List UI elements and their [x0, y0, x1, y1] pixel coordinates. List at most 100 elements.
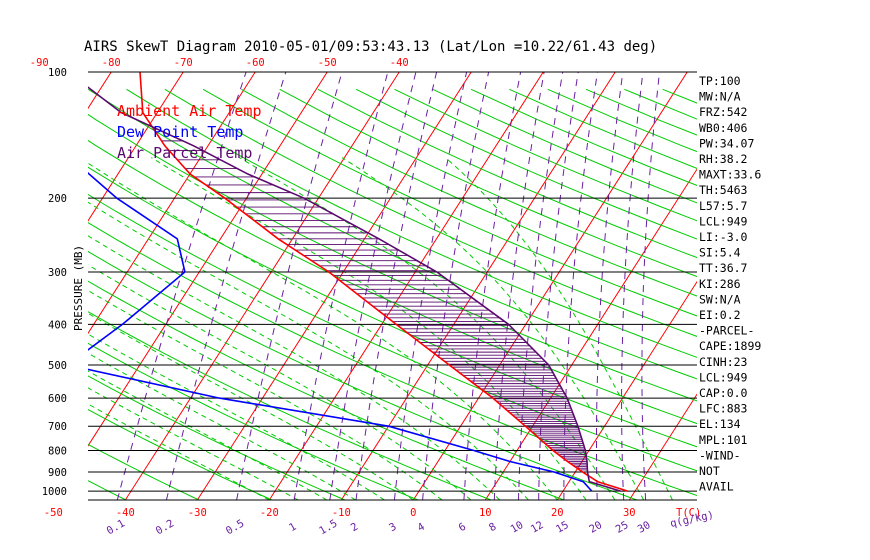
pressure-tick-label: 700 — [48, 421, 67, 433]
mixing-ratio-tick-label: 2 — [349, 521, 360, 535]
isotherm-line — [88, 72, 328, 447]
stability-index-item: EL:134 — [699, 417, 741, 431]
stability-index-item: CAP:0.0 — [699, 386, 748, 400]
mixing-ratio-line — [538, 72, 579, 500]
stability-index-item: MW:N/A — [699, 90, 741, 104]
dry-adiabat-line — [126, 88, 697, 358]
chart-title: AIRS SkewT Diagram 2010-05-01/09:53:43.1… — [84, 39, 657, 55]
dry-adiabat-line — [88, 139, 697, 425]
stability-index-item: LCL:949 — [699, 370, 748, 384]
top-axis-tick-label: -80 — [102, 57, 121, 69]
pressure-tick-label: 100 — [48, 67, 67, 79]
dry-adiabat-line — [88, 311, 492, 500]
isotherm-line — [88, 72, 256, 335]
bottom-axis-tick-label: 20 — [551, 507, 564, 519]
top-axis-tick-label: -40 — [390, 57, 409, 69]
stability-index-item: WB0:406 — [699, 121, 748, 135]
isotherm-line — [124, 72, 400, 500]
mixing-ratio-line — [355, 72, 438, 500]
bottom-axis-tick-label: -30 — [188, 507, 207, 519]
mixing-ratio-line — [493, 72, 545, 500]
pressure-lines — [88, 197, 697, 492]
dry-adiabat-line — [164, 88, 697, 337]
mixing-ratio-tick-label: 1 — [287, 521, 298, 535]
mixing-ratio-tick-label: 4 — [415, 521, 426, 535]
mixing-ratio-tick-label: 12 — [529, 519, 546, 536]
isotherm-line — [340, 72, 616, 500]
stability-index-item: PW:34.07 — [699, 136, 754, 150]
bottom-axis-tick-label: -40 — [116, 507, 135, 519]
dry-adiabat-line — [241, 88, 697, 297]
stability-index-item: TP:100 — [699, 74, 741, 88]
top-axis-tick-label: -70 — [174, 57, 193, 69]
bottom-axis-tick-label: 0 — [410, 507, 416, 519]
mixing-ratio-line — [116, 72, 247, 500]
dry-adiabat-line — [279, 88, 697, 278]
isotherm-line — [268, 72, 544, 500]
legend-air-parcel-temp: Air Parcel Temp — [117, 144, 252, 162]
bottom-axis-ticks: -50 -40 -30 -20 -10 0 10 20 30 T(C) — [44, 507, 701, 519]
mixing-ratio-tick-label: 8 — [487, 521, 498, 535]
dry-adiabat-line — [88, 250, 638, 500]
isotherm-line — [88, 72, 184, 222]
legend: Ambient Air Temp Dew Point Temp Air Parc… — [117, 102, 262, 162]
dewpoint-profile — [88, 171, 593, 492]
profiles — [88, 72, 629, 492]
bottom-axis-tick-label: 10 — [479, 507, 492, 519]
stability-index-item: TT:36.7 — [699, 261, 748, 275]
mixing-ratio-line — [518, 72, 564, 500]
isotherm-line — [628, 393, 697, 500]
stability-index-item: L57:5.7 — [699, 199, 748, 213]
dry-adiabat-line — [317, 88, 697, 259]
pressure-tick-label: 300 — [48, 267, 67, 279]
stability-index-item: EI:0.2 — [699, 308, 741, 322]
bottom-axis-tick-label: -10 — [332, 507, 351, 519]
pressure-tick-label: 400 — [48, 319, 67, 331]
top-axis-tick-label: -60 — [246, 57, 265, 69]
mixing-ratio-tick-label: 15 — [554, 519, 571, 536]
bottom-axis-tick-label: -50 — [44, 507, 63, 519]
bottom-axis-tick-label: 30 — [623, 507, 636, 519]
stability-index-item: AVAIL — [699, 480, 734, 494]
stability-index-item: NOT — [699, 464, 720, 478]
stability-index-item: LCL:949 — [699, 214, 748, 228]
mixing-ratio-line — [596, 72, 624, 500]
stability-index-item: MPL:101 — [699, 433, 748, 447]
mixing-ratio-line — [165, 72, 287, 500]
legend-dew-point-temp: Dew Point Temp — [117, 123, 243, 141]
top-axis-ticks: -120-110-100-90-80-70-60-50-40 — [30, 57, 409, 69]
cape-hatching — [161, 140, 588, 471]
pressure-tick-label: 900 — [48, 467, 67, 479]
stability-index-item: -WIND- — [699, 448, 741, 462]
dry-adiabat-line — [88, 408, 273, 500]
stability-index-item: -PARCEL- — [699, 324, 754, 338]
stability-index-item: KI:286 — [699, 277, 741, 291]
pressure-tick-labels: 100 200 300 400 500 600 700 800 900 1000 — [42, 67, 67, 498]
stability-index-item: SI:5.4 — [699, 246, 741, 260]
mixing-ratio-tick-label: 6 — [457, 521, 468, 535]
pressure-tick-label: 800 — [48, 446, 67, 458]
bottom-axis-tick-label: -20 — [260, 507, 279, 519]
pressure-tick-label: 500 — [48, 360, 67, 372]
moist-adiabat-line — [88, 235, 501, 500]
mixing-ratio-tick-label: 25 — [614, 519, 631, 536]
moist-adiabat-line — [151, 157, 587, 500]
dry-adiabats — [88, 88, 697, 500]
dry-adiabat-line — [88, 280, 565, 500]
top-axis-tick-label: -90 — [30, 57, 49, 69]
stability-index-item: CAPE:1899 — [699, 339, 761, 353]
dry-adiabat-line — [88, 166, 697, 448]
parcel-profile — [88, 86, 621, 492]
mixing-ratio-line — [393, 72, 468, 500]
mixing-ratio-line — [621, 72, 644, 500]
legend-ambient-air-temp: Ambient Air Temp — [117, 102, 262, 120]
stability-index-item: TH:5463 — [699, 183, 748, 197]
stability-index-item: LI:-3.0 — [699, 230, 748, 244]
mixing-ratio-line — [463, 72, 522, 500]
moist-adiabat-line — [239, 157, 616, 500]
mixing-ratio-tick-label: 3 — [387, 521, 398, 535]
y-axis-label: PRESSURE (MB) — [72, 245, 85, 331]
pressure-tick-label: 1000 — [42, 486, 67, 498]
